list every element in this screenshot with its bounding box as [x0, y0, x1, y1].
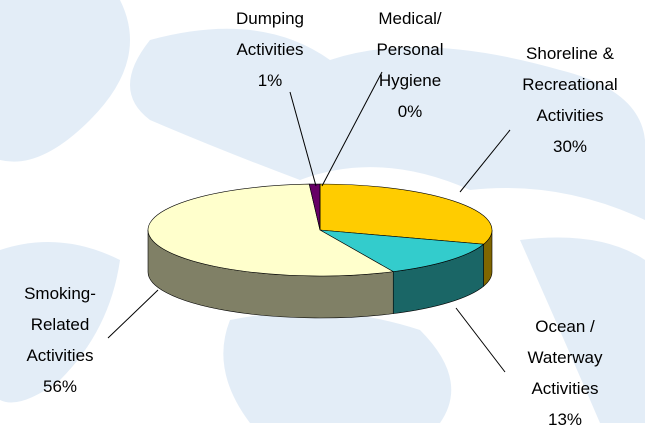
leader-line: [321, 71, 383, 187]
slice-label: Dumping Activities 1%: [190, 3, 350, 96]
slice-label: Medical/ Personal Hygiene 0%: [330, 3, 490, 127]
slice: [319, 229, 485, 272]
leader-line: [289, 91, 317, 187]
pie: [147, 183, 493, 319]
leader-lines: [107, 71, 511, 373]
slice-name: Smoking- Related Activities: [24, 284, 96, 365]
chart-canvas: [0, 0, 645, 423]
slice-value-label: 0%: [397, 102, 423, 121]
slice: [319, 183, 493, 245]
slice-value-label: 13%: [547, 410, 583, 429]
slice-name: Ocean / Waterway Activities: [527, 317, 603, 398]
background-watermark: [0, 0, 645, 423]
slice-value-label: 56%: [42, 377, 78, 396]
slice-value-label: 1%: [257, 71, 283, 90]
slice-label: Smoking- Related Activities 56%: [0, 278, 140, 402]
leader-line: [459, 129, 511, 193]
slice-name: Dumping Activities: [235, 9, 305, 59]
slice-name: Medical/ Personal Hygiene: [376, 9, 444, 90]
slice-value-label: 30%: [552, 137, 588, 156]
leader-line: [455, 307, 506, 373]
leader-line: [107, 289, 159, 339]
slice-name: Shoreline & Recreational Activities: [522, 44, 618, 125]
slice-label: Shoreline & Recreational Activities 30%: [490, 38, 645, 162]
slice-label: Ocean / Waterway Activities 13%: [485, 311, 645, 435]
slice: [147, 183, 395, 277]
